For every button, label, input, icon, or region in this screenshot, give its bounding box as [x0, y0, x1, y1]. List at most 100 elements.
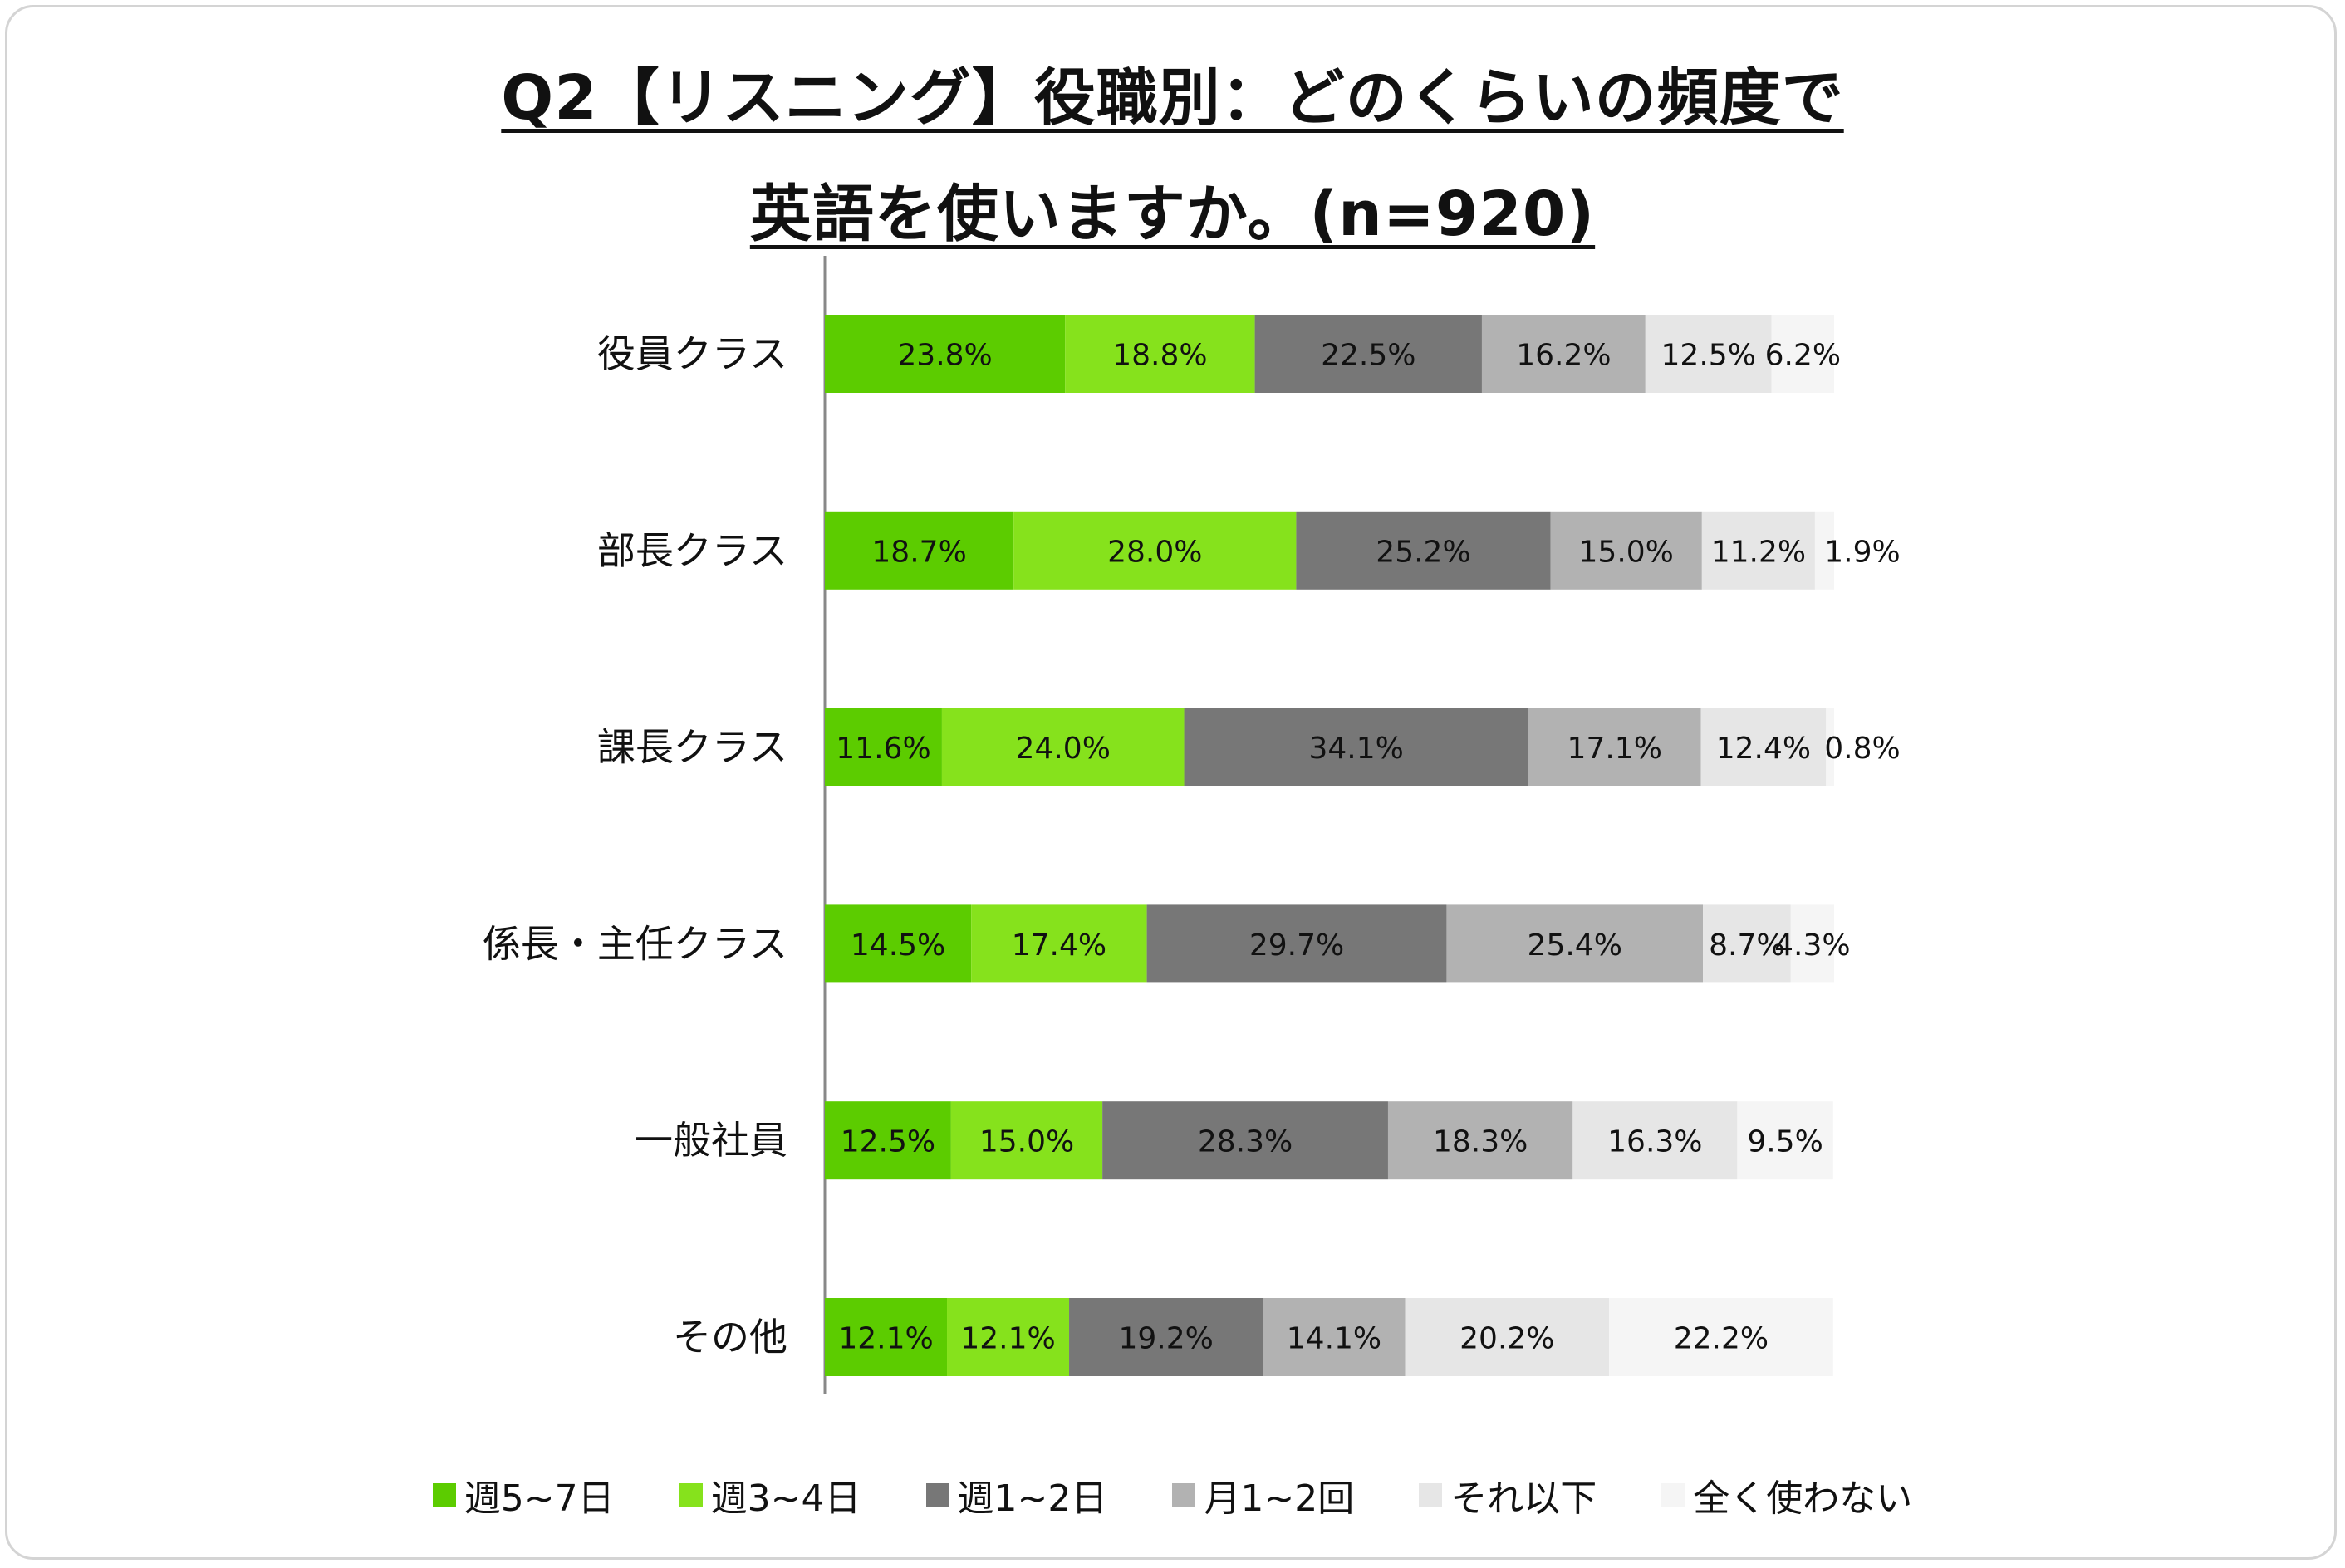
data-label: 28.0%	[1107, 535, 1202, 569]
category-label: 部長クラス	[597, 528, 787, 573]
data-label: 12.5%	[1661, 339, 1756, 373]
data-label: 23.8%	[897, 339, 992, 373]
legend-item: 月1~2回	[1172, 1468, 1354, 1521]
bar-segment	[1481, 315, 1646, 393]
bar-segment	[947, 1298, 1070, 1376]
data-label: 0.8%	[1824, 732, 1900, 766]
bar-segment	[1700, 708, 1827, 786]
data-label: 22.5%	[1321, 339, 1415, 373]
bar-segment	[1184, 708, 1528, 786]
bar-segment	[1814, 511, 1834, 590]
data-label: 17.4%	[1012, 929, 1106, 963]
data-label: 12.1%	[960, 1322, 1055, 1356]
data-label: 11.2%	[1711, 535, 1806, 569]
bar-segment	[1826, 708, 1834, 786]
legend-label: 全く使わない	[1693, 1477, 1913, 1520]
bar-segment	[1069, 1298, 1263, 1376]
bar-segment	[825, 1298, 948, 1376]
legend-item: 週3~4日	[679, 1468, 861, 1521]
data-label: 16.3%	[1607, 1125, 1702, 1159]
data-label: 6.2%	[1765, 339, 1841, 373]
data-label: 15.0%	[1579, 535, 1674, 569]
data-label: 34.1%	[1309, 732, 1404, 766]
bar-segment	[1550, 511, 1702, 590]
legend-swatch	[925, 1483, 949, 1507]
data-label: 29.7%	[1249, 929, 1344, 963]
chart-title-line-1: Q2【リスニング】役職別：どのくらいの頻度で	[0, 48, 2345, 137]
chart-legend: 週5~7日 週3~4日 週1~2日 月1~2回 それ以下 全く使わない	[0, 1468, 2345, 1521]
bar-segment	[825, 708, 942, 786]
data-label: 18.7%	[871, 535, 966, 569]
data-label: 11.6%	[836, 732, 930, 766]
data-label: 22.2%	[1674, 1322, 1769, 1356]
bar-segment	[1737, 1101, 1833, 1180]
data-label: 24.0%	[1016, 732, 1111, 766]
data-label: 4.3%	[1774, 929, 1850, 963]
bar-segment	[1102, 1101, 1388, 1180]
data-label: 9.5%	[1747, 1125, 1823, 1159]
data-label: 14.5%	[851, 929, 945, 963]
data-label: 8.7%	[1709, 929, 1784, 963]
bar-segment	[1572, 1101, 1738, 1180]
bar-segment	[971, 904, 1147, 983]
data-label: 12.4%	[1716, 732, 1811, 766]
data-label: 18.3%	[1433, 1125, 1528, 1159]
bar-segment	[1387, 1101, 1573, 1180]
data-label: 18.8%	[1112, 339, 1207, 373]
legend-swatch	[1419, 1483, 1443, 1507]
data-label: 19.2%	[1118, 1322, 1213, 1356]
legend-swatch	[432, 1483, 456, 1507]
data-label: 16.2%	[1516, 339, 1611, 373]
bar-segment	[1528, 708, 1701, 786]
data-label: 12.1%	[838, 1322, 933, 1356]
data-label: 14.1%	[1287, 1322, 1381, 1356]
bar-segment	[825, 1101, 951, 1180]
bar-segment	[1405, 1298, 1610, 1376]
category-label: 課長クラス	[597, 725, 787, 770]
data-label: 28.3%	[1198, 1125, 1293, 1159]
legend-swatch	[1172, 1483, 1196, 1507]
bar-segment	[1790, 904, 1834, 983]
category-label: 役員クラス	[597, 331, 787, 376]
bar-segment	[1609, 1298, 1833, 1376]
data-label: 1.9%	[1824, 535, 1900, 569]
legend-item: 週1~2日	[925, 1468, 1108, 1521]
bar-segment	[1263, 1298, 1406, 1376]
bar-segment	[1703, 904, 1791, 983]
bar-segment	[1065, 315, 1255, 393]
legend-label: 週5~7日	[464, 1477, 615, 1520]
data-label: 20.2%	[1459, 1322, 1554, 1356]
category-label: 係長・主任クラス	[483, 921, 787, 966]
bar-segment	[825, 511, 1014, 590]
data-label: 15.0%	[979, 1125, 1074, 1159]
bar-segment	[1254, 315, 1482, 393]
legend-swatch	[1661, 1483, 1685, 1507]
data-label: 25.2%	[1376, 535, 1470, 569]
category-label: その他	[673, 1315, 787, 1360]
bar-segment	[1446, 904, 1704, 983]
bar-segment	[1146, 904, 1447, 983]
legend-label: それ以下	[1450, 1477, 1597, 1520]
bar-segment	[825, 315, 1066, 393]
bar-segment	[941, 708, 1185, 786]
bar-segment	[825, 904, 972, 983]
bar-segment	[1013, 511, 1297, 590]
data-label: 12.5%	[841, 1125, 935, 1159]
category-label: 一般社員	[635, 1118, 787, 1163]
chart-title-line-2-text: 英語を使いますか。(n=920)	[749, 179, 1596, 250]
data-label: 25.4%	[1528, 929, 1622, 963]
legend-item: 全く使わない	[1661, 1468, 1912, 1521]
legend-item: それ以下	[1419, 1468, 1597, 1521]
chart-title-line-2: 英語を使いますか。(n=920)	[0, 164, 2345, 253]
legend-label: 週3~4日	[710, 1477, 861, 1520]
bar-segment	[1771, 315, 1834, 393]
bar-segment	[1701, 511, 1815, 590]
data-label: 17.1%	[1567, 732, 1662, 766]
chart-title-line-1-text: Q2【リスニング】役職別：どのくらいの頻度で	[501, 62, 1844, 134]
bar-segment	[1296, 511, 1551, 590]
legend-item: 週5~7日	[432, 1468, 615, 1521]
bar-segment	[950, 1101, 1103, 1180]
bar-segment	[1645, 315, 1772, 393]
legend-label: 週1~2日	[957, 1477, 1108, 1520]
